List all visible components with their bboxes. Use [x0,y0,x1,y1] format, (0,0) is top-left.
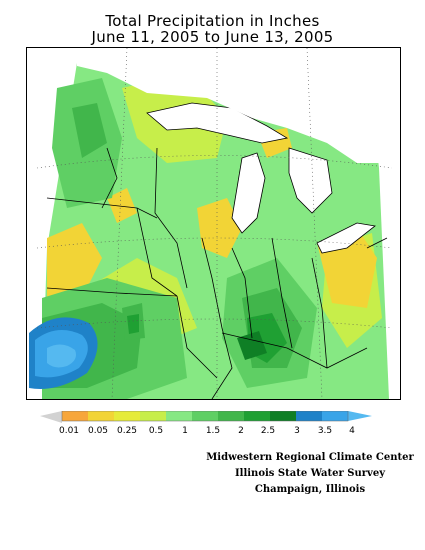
credit-organization: Midwestern Regional Climate Center [206,452,414,463]
map-title: Total Precipitation in Inches [105,12,320,30]
lat-long-grid [36,48,393,399]
legend-outline [61,411,349,422]
precip-zone-0.25 [107,188,137,223]
legend-tick-label: 2.5 [260,426,276,436]
precipitation-map-canvas [29,48,400,399]
legend-tick-label: 3.5 [317,426,333,436]
precip-zone-4-plus [47,344,76,368]
legend-tick-label: 1 [182,426,188,436]
legend-tick-label: 1.5 [205,426,221,436]
lake-erie [316,222,376,254]
legend-swatch-3.5 [296,411,322,421]
legend-swatch-2.5 [244,411,270,421]
legend-tick-label: 0.05 [87,426,109,436]
canada-no-data [77,48,400,163]
lake-superior [146,102,289,144]
legend-arrow-below [40,411,62,423]
state-boundaries [46,147,388,399]
map-date-range: June 11, 2005 to June 13, 2005 [91,28,334,46]
precipitation-map [26,47,401,400]
legend-tick-label: 4 [349,426,355,436]
legend-swatch-4 [322,411,348,421]
legend-swatch-0.5 [140,411,166,421]
legend-tick-label: 2 [238,426,244,436]
legend-tick-label: 0.25 [116,426,138,436]
precipitation-legend [40,411,372,423]
legend-tick-label: 0.01 [58,426,80,436]
lake-huron [288,147,333,214]
precip-zone-2 [72,103,107,158]
legend-swatch-1.5 [192,411,218,421]
legend-swatch-0.25 [114,411,140,421]
legend-swatch-2 [218,411,244,421]
precip-zone-0.25 [47,223,102,298]
legend-tick-label: 3 [294,426,300,436]
legend-swatch-1 [166,411,192,421]
credit-location: Champaign, Illinois [254,484,366,495]
legend-swatch-0.01 [62,411,88,421]
legend-swatch-0.05 [88,411,114,421]
legend-tick-label: 0.5 [148,426,164,436]
precip-zone-0.25 [197,198,242,258]
precip-zone-2.5 [127,314,139,334]
lake-michigan [231,152,266,234]
credit-agency: Illinois State Water Survey [234,468,386,479]
legend-arrow-above [348,411,372,421]
legend-swatch-3 [270,411,296,421]
